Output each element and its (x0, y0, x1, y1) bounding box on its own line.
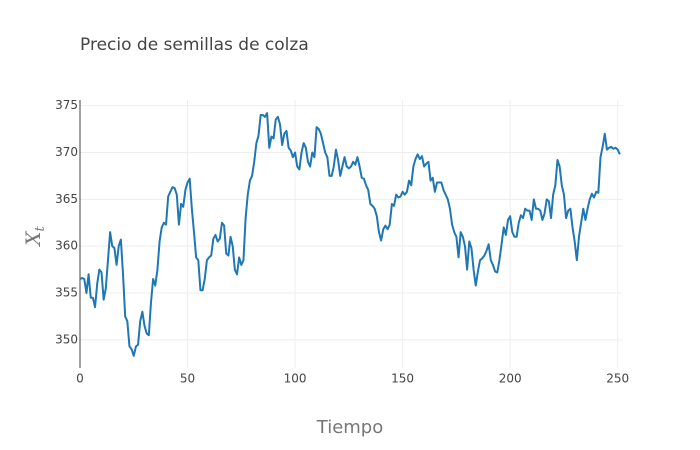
y-axis-label-main: X (21, 231, 45, 248)
y-tick-label: 370 (55, 145, 78, 159)
x-tick-label: 0 (76, 372, 84, 386)
x-tick-label: 50 (180, 372, 195, 386)
x-tick-label: 150 (391, 372, 414, 386)
y-axis-label-subscript: t (33, 225, 48, 231)
y-tick-label: 355 (55, 286, 78, 300)
chart-title: Precio de semillas de colza (80, 35, 309, 55)
x-tick-label: 100 (284, 372, 307, 386)
y-axis-label: Xt (21, 225, 48, 247)
y-tick-label: 360 (55, 239, 78, 253)
x-tick-label: 250 (606, 372, 629, 386)
y-tick-label: 350 (55, 332, 78, 346)
x-tick-label: 200 (499, 372, 522, 386)
y-tick-label: 375 (55, 98, 78, 112)
data-line (79, 112, 621, 357)
y-tick-label: 365 (55, 192, 78, 206)
x-axis-label: Tiempo (316, 417, 384, 438)
